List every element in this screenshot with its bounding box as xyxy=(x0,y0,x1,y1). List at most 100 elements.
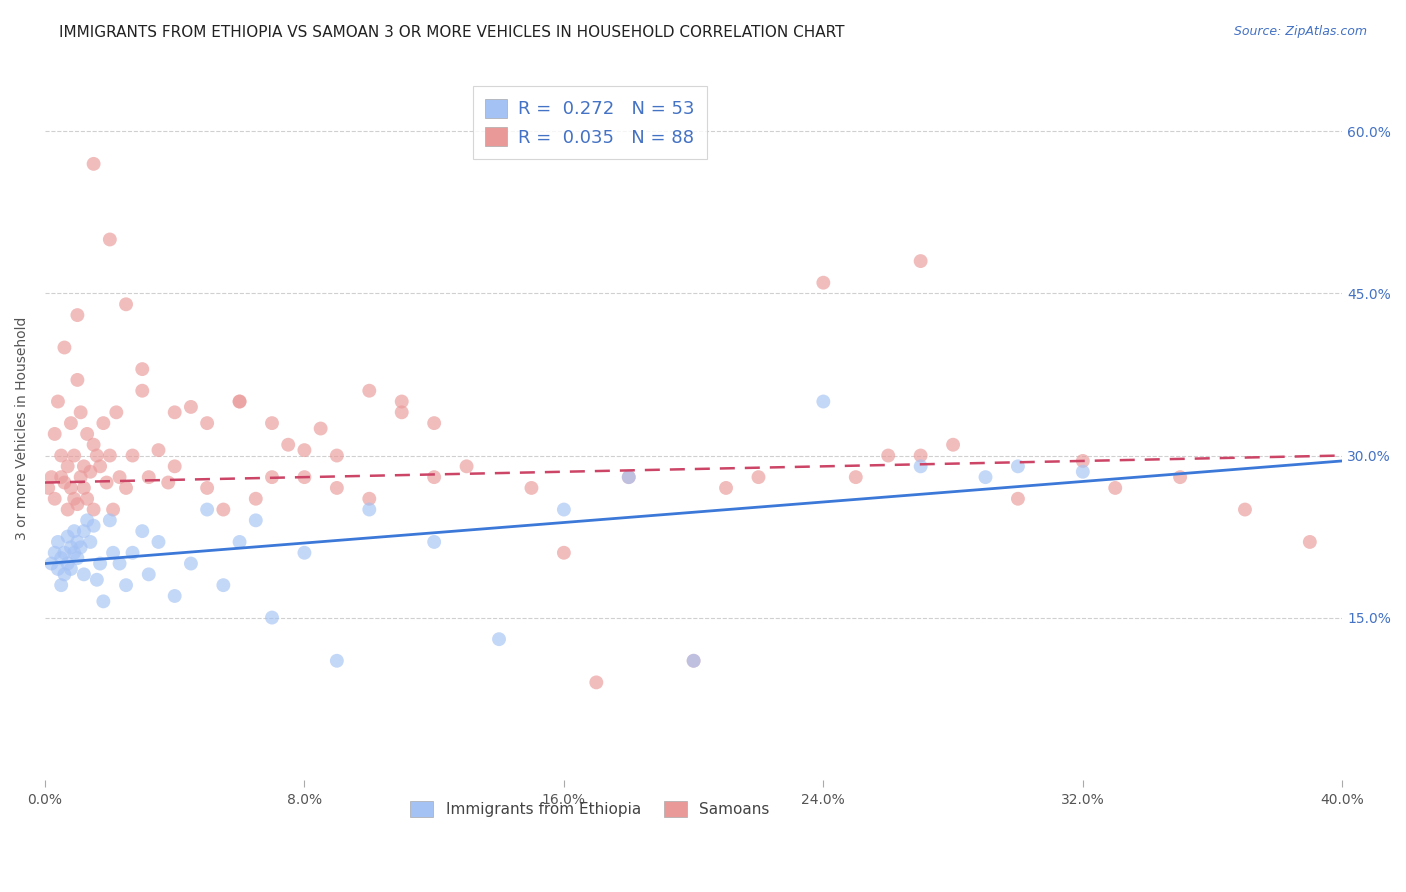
Point xyxy=(101,546,124,560)
Point xyxy=(108,470,131,484)
Point xyxy=(228,394,250,409)
Point xyxy=(56,459,79,474)
Text: Source: ZipAtlas.com: Source: ZipAtlas.com xyxy=(1233,25,1367,38)
Point xyxy=(51,470,73,484)
Point xyxy=(617,470,640,484)
Point xyxy=(326,449,349,463)
Point xyxy=(83,438,105,452)
Legend: Immigrants from Ethiopia, Samoans: Immigrants from Ethiopia, Samoans xyxy=(402,793,778,824)
Point xyxy=(617,470,640,484)
Point xyxy=(326,481,349,495)
Point xyxy=(66,308,89,322)
Point xyxy=(69,541,91,555)
Point xyxy=(180,557,202,571)
Point xyxy=(245,491,267,506)
Point xyxy=(195,502,218,516)
Point xyxy=(163,405,186,419)
Point xyxy=(46,535,69,549)
Point xyxy=(163,589,186,603)
Point xyxy=(53,341,76,355)
Point xyxy=(180,400,202,414)
Point xyxy=(76,513,98,527)
Point xyxy=(714,481,737,495)
Point xyxy=(44,426,66,441)
Point xyxy=(845,470,868,484)
Point xyxy=(46,562,69,576)
Point xyxy=(115,578,138,592)
Point xyxy=(69,405,91,419)
Y-axis label: 3 or more Vehicles in Household: 3 or more Vehicles in Household xyxy=(15,317,30,541)
Point xyxy=(148,443,170,458)
Point xyxy=(245,513,267,527)
Point xyxy=(96,475,118,490)
Point xyxy=(910,254,932,268)
Point xyxy=(553,502,575,516)
Point xyxy=(682,654,704,668)
Point xyxy=(163,459,186,474)
Point xyxy=(131,384,153,398)
Point xyxy=(59,541,82,555)
Point xyxy=(53,546,76,560)
Point xyxy=(105,405,128,419)
Point xyxy=(89,459,111,474)
Point xyxy=(1007,459,1029,474)
Point xyxy=(83,518,105,533)
Point xyxy=(83,502,105,516)
Point xyxy=(747,470,769,484)
Point xyxy=(391,405,413,419)
Point xyxy=(585,675,607,690)
Point xyxy=(359,384,381,398)
Point xyxy=(309,421,332,435)
Point xyxy=(76,426,98,441)
Point xyxy=(51,551,73,566)
Point xyxy=(41,557,63,571)
Point xyxy=(66,373,89,387)
Point xyxy=(51,578,73,592)
Point xyxy=(1233,502,1256,516)
Point xyxy=(115,297,138,311)
Point xyxy=(195,481,218,495)
Point xyxy=(121,449,143,463)
Point xyxy=(63,524,86,538)
Point xyxy=(69,470,91,484)
Point xyxy=(1299,535,1322,549)
Point xyxy=(682,654,704,668)
Point xyxy=(260,470,283,484)
Point xyxy=(359,491,381,506)
Point xyxy=(89,557,111,571)
Point xyxy=(294,443,316,458)
Point xyxy=(63,491,86,506)
Point xyxy=(79,535,101,549)
Point xyxy=(115,481,138,495)
Point xyxy=(520,481,543,495)
Point xyxy=(73,567,96,582)
Point xyxy=(76,491,98,506)
Point xyxy=(46,394,69,409)
Point xyxy=(86,573,108,587)
Point xyxy=(56,557,79,571)
Point xyxy=(228,394,250,409)
Point xyxy=(423,470,446,484)
Point xyxy=(108,557,131,571)
Point xyxy=(294,470,316,484)
Point xyxy=(121,546,143,560)
Point xyxy=(294,546,316,560)
Point xyxy=(195,416,218,430)
Point xyxy=(56,530,79,544)
Point xyxy=(53,475,76,490)
Point xyxy=(73,481,96,495)
Point xyxy=(148,535,170,549)
Point xyxy=(1007,491,1029,506)
Point xyxy=(63,546,86,560)
Point xyxy=(1071,465,1094,479)
Point xyxy=(86,449,108,463)
Point xyxy=(138,470,160,484)
Point xyxy=(101,502,124,516)
Point xyxy=(326,654,349,668)
Point xyxy=(260,610,283,624)
Point xyxy=(93,416,115,430)
Point xyxy=(212,502,235,516)
Point xyxy=(813,276,835,290)
Point xyxy=(98,513,121,527)
Point xyxy=(277,438,299,452)
